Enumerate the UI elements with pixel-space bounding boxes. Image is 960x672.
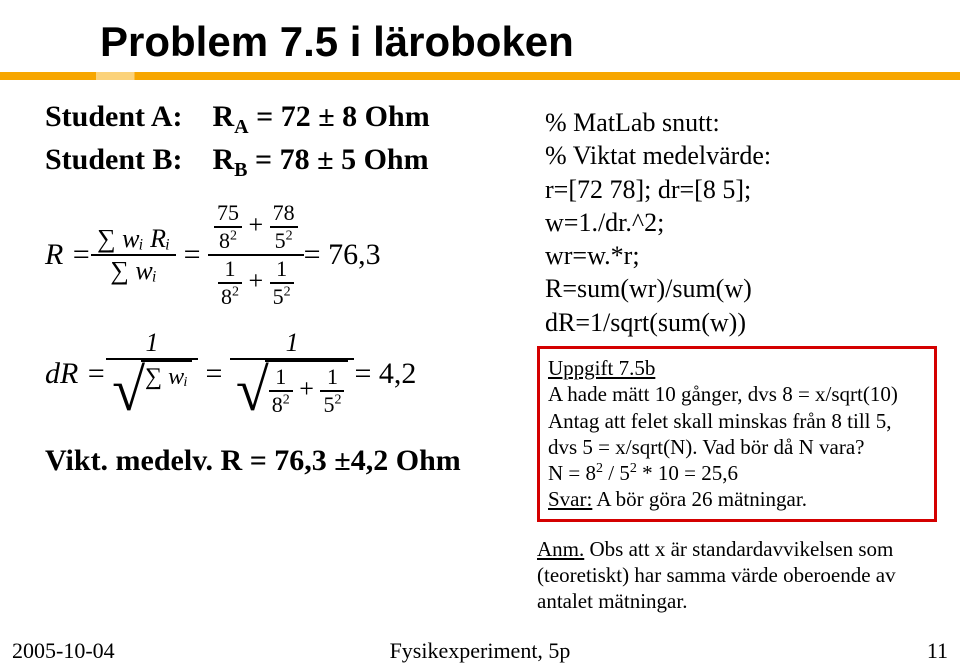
eq2-firstfrac: 1 √ ∑ wᵢ — [106, 328, 198, 420]
eq2-secondfrac: 1 √ 182 + 152 — [230, 328, 355, 420]
uppgift-l2: Antag att felet skall minskas från 8 til… — [548, 409, 892, 433]
eq1-bigden: 182 + 152 — [208, 256, 304, 310]
eq1-d2b: 5 — [275, 228, 286, 253]
eq1-result: = 76,3 — [304, 238, 381, 272]
eq2-midnum: 1 — [230, 328, 355, 360]
eq2-midden: √ 182 + 152 — [230, 360, 355, 420]
eq2-dn1: 1 — [269, 364, 293, 392]
eq1-lhs: R = — [45, 238, 91, 272]
equation-r: R = ∑ wᵢ Rᵢ ∑ wᵢ = 7582 + 7852 182 + 152… — [45, 200, 515, 310]
student-b-label: Student B: — [45, 143, 205, 177]
matlab-l5: R=sum(wr)/sum(w) — [545, 272, 945, 305]
eq1-dn2: 1 — [270, 256, 294, 284]
eq1-d1b: 8 — [219, 228, 230, 253]
anm-note: Anm. Obs att x är standardavvikelsen som… — [537, 536, 937, 615]
eq2-bigden: √ ∑ wᵢ — [106, 360, 198, 420]
uppgift-l4c: * 10 = 25,6 — [637, 461, 738, 485]
footer-course: Fysikexperiment, 5p — [0, 638, 960, 664]
anm-text: Obs att x är standardavvikelsen som (teo… — [537, 537, 896, 614]
student-a-label: Student A: — [45, 100, 205, 134]
student-a-sub: A — [234, 116, 248, 138]
student-a-rest: = 72 ± 8 Ohm — [249, 100, 430, 133]
student-b-rest: = 78 ± 5 Ohm — [248, 143, 429, 176]
eq2-result: = 4,2 — [354, 357, 416, 391]
eq1-n1: 75 — [214, 200, 242, 228]
eq1-n2: 78 — [270, 200, 298, 228]
matlab-l6: dR=1/sqrt(sum(w)) — [545, 306, 945, 339]
matlab-l0: % MatLab snutt: — [545, 106, 945, 139]
matlab-snippet: % MatLab snutt: % Viktat medelvärde: r=[… — [545, 106, 945, 339]
eq1-dn1: 1 — [218, 256, 242, 284]
eq1-sum-den: ∑ wᵢ — [91, 256, 176, 286]
uppgift-l4a: N = 8 — [548, 461, 596, 485]
eq2-dn2: 1 — [320, 364, 344, 392]
matlab-l3: w=1./dr.^2; — [545, 206, 945, 239]
title-underline — [0, 72, 960, 80]
weighted-mean-line: Vikt. medelv. R = 76,3 ±4,2 Ohm — [45, 444, 515, 478]
uppgift-title: Uppgift 7.5b — [548, 356, 655, 380]
eq1-dd2: 5 — [273, 284, 284, 309]
uppgift-box: Uppgift 7.5b A hade mätt 10 gånger, dvs … — [537, 346, 937, 522]
student-b-r: R — [213, 143, 235, 176]
student-b-line: Student B: RB = 78 ± 5 Ohm — [45, 143, 515, 182]
eq2-dd1: 8 — [272, 392, 283, 417]
student-a-r: R — [213, 100, 235, 133]
footer-page: 11 — [927, 638, 948, 664]
uppgift-container: Uppgift 7.5b A hade mätt 10 gånger, dvs … — [537, 346, 937, 614]
eq2-dd2: 5 — [323, 392, 334, 417]
eq1-dd1: 8 — [221, 284, 232, 309]
equation-dr: dR = 1 √ ∑ wᵢ = 1 √ 182 + 152 — [45, 328, 515, 420]
student-a-line: Student A: RA = 72 ± 8 Ohm — [45, 100, 515, 139]
matlab-l1: % Viktat medelvärde: — [545, 139, 945, 172]
left-column: Student A: RA = 72 ± 8 Ohm Student B: RB… — [45, 100, 515, 478]
uppgift-l5-rest: A bör göra 26 mätningar. — [592, 487, 807, 511]
uppgift-l4b: / 5 — [603, 461, 630, 485]
eq1-sumfrac: ∑ wᵢ Rᵢ ∑ wᵢ — [91, 224, 176, 286]
student-b-sub: B — [234, 159, 247, 181]
page-title: Problem 7.5 i läroboken — [100, 18, 574, 66]
eq2-sqrt-body: ∑ wᵢ — [141, 360, 192, 420]
eq2-lhs: dR = — [45, 357, 106, 391]
matlab-l2: r=[72 78]; dr=[8 5]; — [545, 173, 945, 206]
eq1-sum-num: ∑ wᵢ Rᵢ — [91, 224, 176, 256]
matlab-l4: wr=w.*r; — [545, 239, 945, 272]
eq2-bignum: 1 — [106, 328, 198, 360]
eq1-eq1: = — [176, 238, 208, 272]
uppgift-l3: dvs 5 = x/sqrt(N). Vad bör då N vara? — [548, 435, 864, 459]
eq1-bignum: 7582 + 7852 — [208, 200, 304, 256]
eq1-bigfrac: 7582 + 7852 182 + 152 — [208, 200, 304, 310]
uppgift-l1: A hade mätt 10 gånger, dvs 8 = x/sqrt(10… — [548, 382, 898, 406]
